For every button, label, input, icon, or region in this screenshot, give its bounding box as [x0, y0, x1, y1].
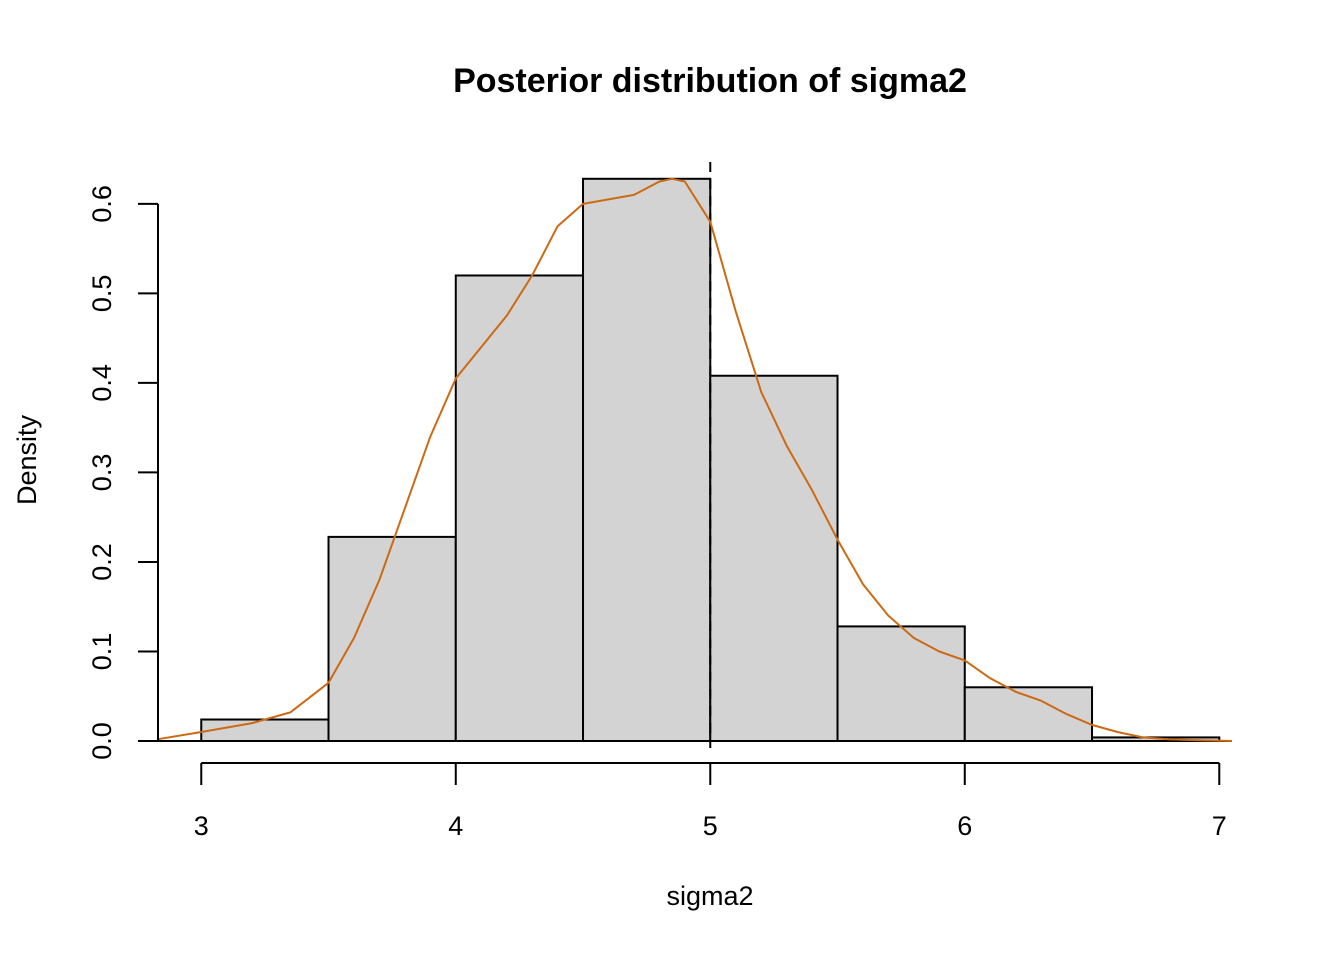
y-tick-label-0: 0.0: [87, 722, 117, 760]
x-axis-label: sigma2: [666, 881, 753, 911]
histogram-bar-0: [200, 718, 330, 742]
histogram-bar-4: [709, 374, 839, 742]
histogram-bar-5: [836, 625, 966, 743]
y-axis: 0.0 0.1 0.2 0.3 0.4 0.5 0.6: [87, 185, 159, 760]
density-curve-group: [157, 177, 1233, 742]
histogram-bar-2: [454, 274, 585, 742]
histogram-bar-3: [582, 177, 712, 743]
y-axis-label: Density: [12, 414, 42, 505]
histogram-bar-1: [327, 535, 457, 743]
y-tick-label-2: 0.2: [87, 543, 117, 581]
histogram-bars: [158, 177, 1232, 743]
x-tick-label-4: 7: [1212, 811, 1227, 841]
x-tick-label-3: 6: [957, 811, 972, 841]
y-tick-label-6: 0.6: [87, 185, 117, 223]
x-tick-label-0: 3: [194, 811, 209, 841]
x-tick-label-2: 5: [703, 811, 718, 841]
chart-title: Posterior distribution of sigma2: [453, 62, 967, 100]
x-tick-label-1: 4: [448, 811, 463, 841]
x-axis: 3 4 5 6 7: [194, 762, 1227, 841]
y-tick-label-1: 0.1: [87, 633, 117, 671]
y-tick-label-5: 0.5: [87, 275, 117, 313]
y-tick-label-3: 0.3: [87, 454, 117, 492]
y-tick-label-4: 0.4: [87, 364, 117, 402]
density-curve: [157, 177, 1233, 742]
